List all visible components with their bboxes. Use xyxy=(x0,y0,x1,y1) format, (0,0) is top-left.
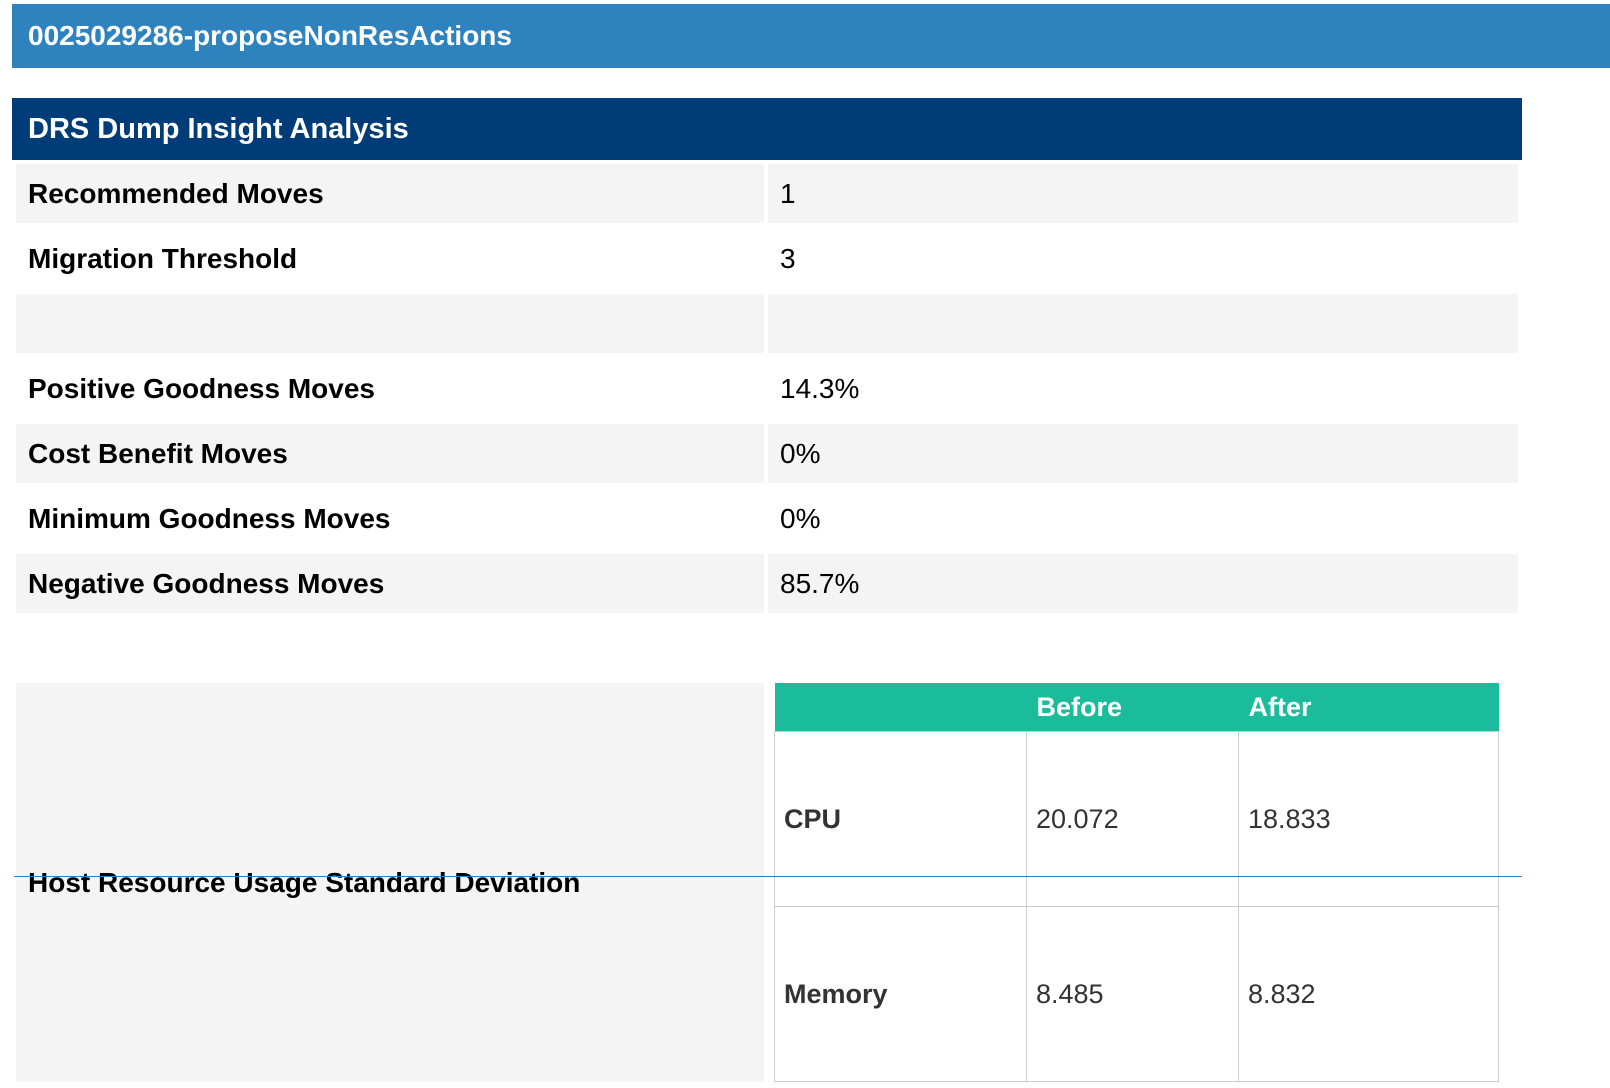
insight-table: Recommended Moves 1 Migration Threshold … xyxy=(12,158,1522,1088)
row-value-std-dev: Before After CPU 20.072 18.833 Memory 8.… xyxy=(768,683,1518,1082)
window-title-bar: 0025029286-proposeNonResActions xyxy=(12,4,1610,68)
table-row: Recommended Moves 1 xyxy=(16,164,1518,223)
std-dev-metric: Memory xyxy=(774,906,1027,1082)
row-label-recommended-moves: Recommended Moves xyxy=(16,164,764,223)
std-dev-table: Before After CPU 20.072 18.833 Memory 8.… xyxy=(774,683,1499,1082)
row-value-cost-benefit: 0% xyxy=(768,424,1518,483)
spacer-cell xyxy=(768,619,1518,677)
table-row: Cost Benefit Moves 0% xyxy=(16,424,1518,483)
divider xyxy=(14,876,1522,877)
table-row: Migration Threshold 3 xyxy=(16,229,1518,288)
std-dev-header-blank xyxy=(774,683,1027,732)
spacer-row xyxy=(16,619,1518,677)
std-dev-before: 8.485 xyxy=(1026,906,1239,1082)
row-value-minimum-goodness: 0% xyxy=(768,489,1518,548)
row-label-positive-goodness: Positive Goodness Moves xyxy=(16,359,764,418)
std-dev-after: 18.833 xyxy=(1238,731,1499,907)
std-dev-header-before: Before xyxy=(1026,683,1239,732)
row-label-minimum-goodness: Minimum Goodness Moves xyxy=(16,489,764,548)
std-dev-row-cpu: CPU 20.072 18.833 xyxy=(774,731,1499,907)
table-row: Negative Goodness Moves 85.7% xyxy=(16,554,1518,613)
std-dev-header-row: Before After xyxy=(774,683,1499,732)
panel-title: DRS Dump Insight Analysis xyxy=(12,98,1522,160)
row-label-negative-goodness: Negative Goodness Moves xyxy=(16,554,764,613)
std-dev-after: 8.832 xyxy=(1238,906,1499,1082)
window-title: 0025029286-proposeNonResActions xyxy=(28,20,512,51)
table-row-std-dev: Host Resource Usage Standard Deviation B… xyxy=(16,683,1518,1082)
table-row: Positive Goodness Moves 14.3% xyxy=(16,359,1518,418)
spacer-cell xyxy=(16,619,764,677)
row-value-negative-goodness: 85.7% xyxy=(768,554,1518,613)
row-label-empty xyxy=(16,294,764,353)
table-row-empty xyxy=(16,294,1518,353)
std-dev-metric: CPU xyxy=(774,731,1027,907)
std-dev-before: 20.072 xyxy=(1026,731,1239,907)
row-label-cost-benefit: Cost Benefit Moves xyxy=(16,424,764,483)
std-dev-header-after: After xyxy=(1238,683,1499,732)
insight-panel: DRS Dump Insight Analysis Recommended Mo… xyxy=(12,98,1522,1088)
table-row: Minimum Goodness Moves 0% xyxy=(16,489,1518,548)
row-value-migration-threshold: 3 xyxy=(768,229,1518,288)
row-value-empty xyxy=(768,294,1518,353)
std-dev-row-memory: Memory 8.485 8.832 xyxy=(774,906,1499,1082)
row-value-positive-goodness: 14.3% xyxy=(768,359,1518,418)
row-label-migration-threshold: Migration Threshold xyxy=(16,229,764,288)
row-value-recommended-moves: 1 xyxy=(768,164,1518,223)
row-label-std-dev: Host Resource Usage Standard Deviation xyxy=(16,683,764,1082)
